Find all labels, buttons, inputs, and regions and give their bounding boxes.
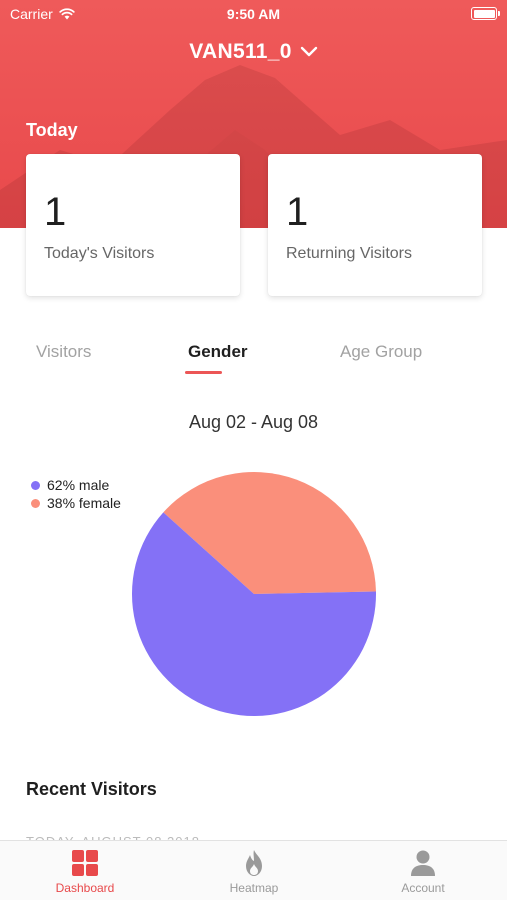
section-label-today: Today [26,120,78,140]
chart-tabs: Visitors Gender Age Group [0,342,507,376]
legend-swatch-female [31,498,40,508]
stat-label: Returning Visitors [286,245,412,262]
tabbar-item-heatmap[interactable]: Heatmap [194,849,314,895]
legend-item-male: 62% male [31,476,121,494]
store-name: VAN511_0 [189,40,292,63]
flame-icon [246,850,262,876]
pie-slice-male [131,512,376,716]
tabbar-label-heatmap: Heatmap [229,881,279,895]
tabbar-label-dashboard: Dashboard [55,881,115,895]
tabbar-label-account: Account [401,881,445,895]
bottom-tab-bar: Dashboard Heatmap Account [0,840,507,900]
status-time: 9:50 AM [226,6,281,22]
legend-item-female: 38% female [31,494,121,512]
legend-label-male: 62% male [47,477,110,493]
person-icon [411,850,435,876]
stat-value: 1 [286,190,309,234]
recent-visitors-title: Recent Visitors [26,779,157,799]
dashboard-icon [72,850,98,876]
carrier-label: Carrier [10,6,53,22]
chart-legend: 62% male 38% female [31,476,121,512]
gender-pie-chart [131,472,376,716]
tabbar-item-dashboard[interactable]: Dashboard [25,849,145,895]
carrier-info: Carrier [10,6,75,22]
tab-age-group[interactable]: Age Group [340,342,423,361]
store-selector[interactable]: VAN511_0 [0,40,507,64]
stat-label: Today's Visitors [44,245,155,262]
battery-icon [471,7,500,20]
legend-label-female: 38% female [47,495,121,511]
stat-value: 1 [44,190,67,234]
stat-card-returning-visitors[interactable]: 1 Returning Visitors [268,154,482,296]
date-range-label: Aug 02 - Aug 08 [188,412,319,432]
status-bar: Carrier 9:50 AM [0,0,507,28]
tab-gender[interactable]: Gender [188,342,248,361]
stat-card-todays-visitors[interactable]: 1 Today's Visitors [26,154,240,296]
pie-slice-female [163,472,376,594]
active-tab-indicator [185,371,222,374]
tabbar-item-account[interactable]: Account [363,849,483,895]
chevron-down-icon [300,46,317,57]
legend-swatch-male [31,480,40,490]
wifi-icon [59,8,75,20]
tab-visitors[interactable]: Visitors [36,342,92,361]
